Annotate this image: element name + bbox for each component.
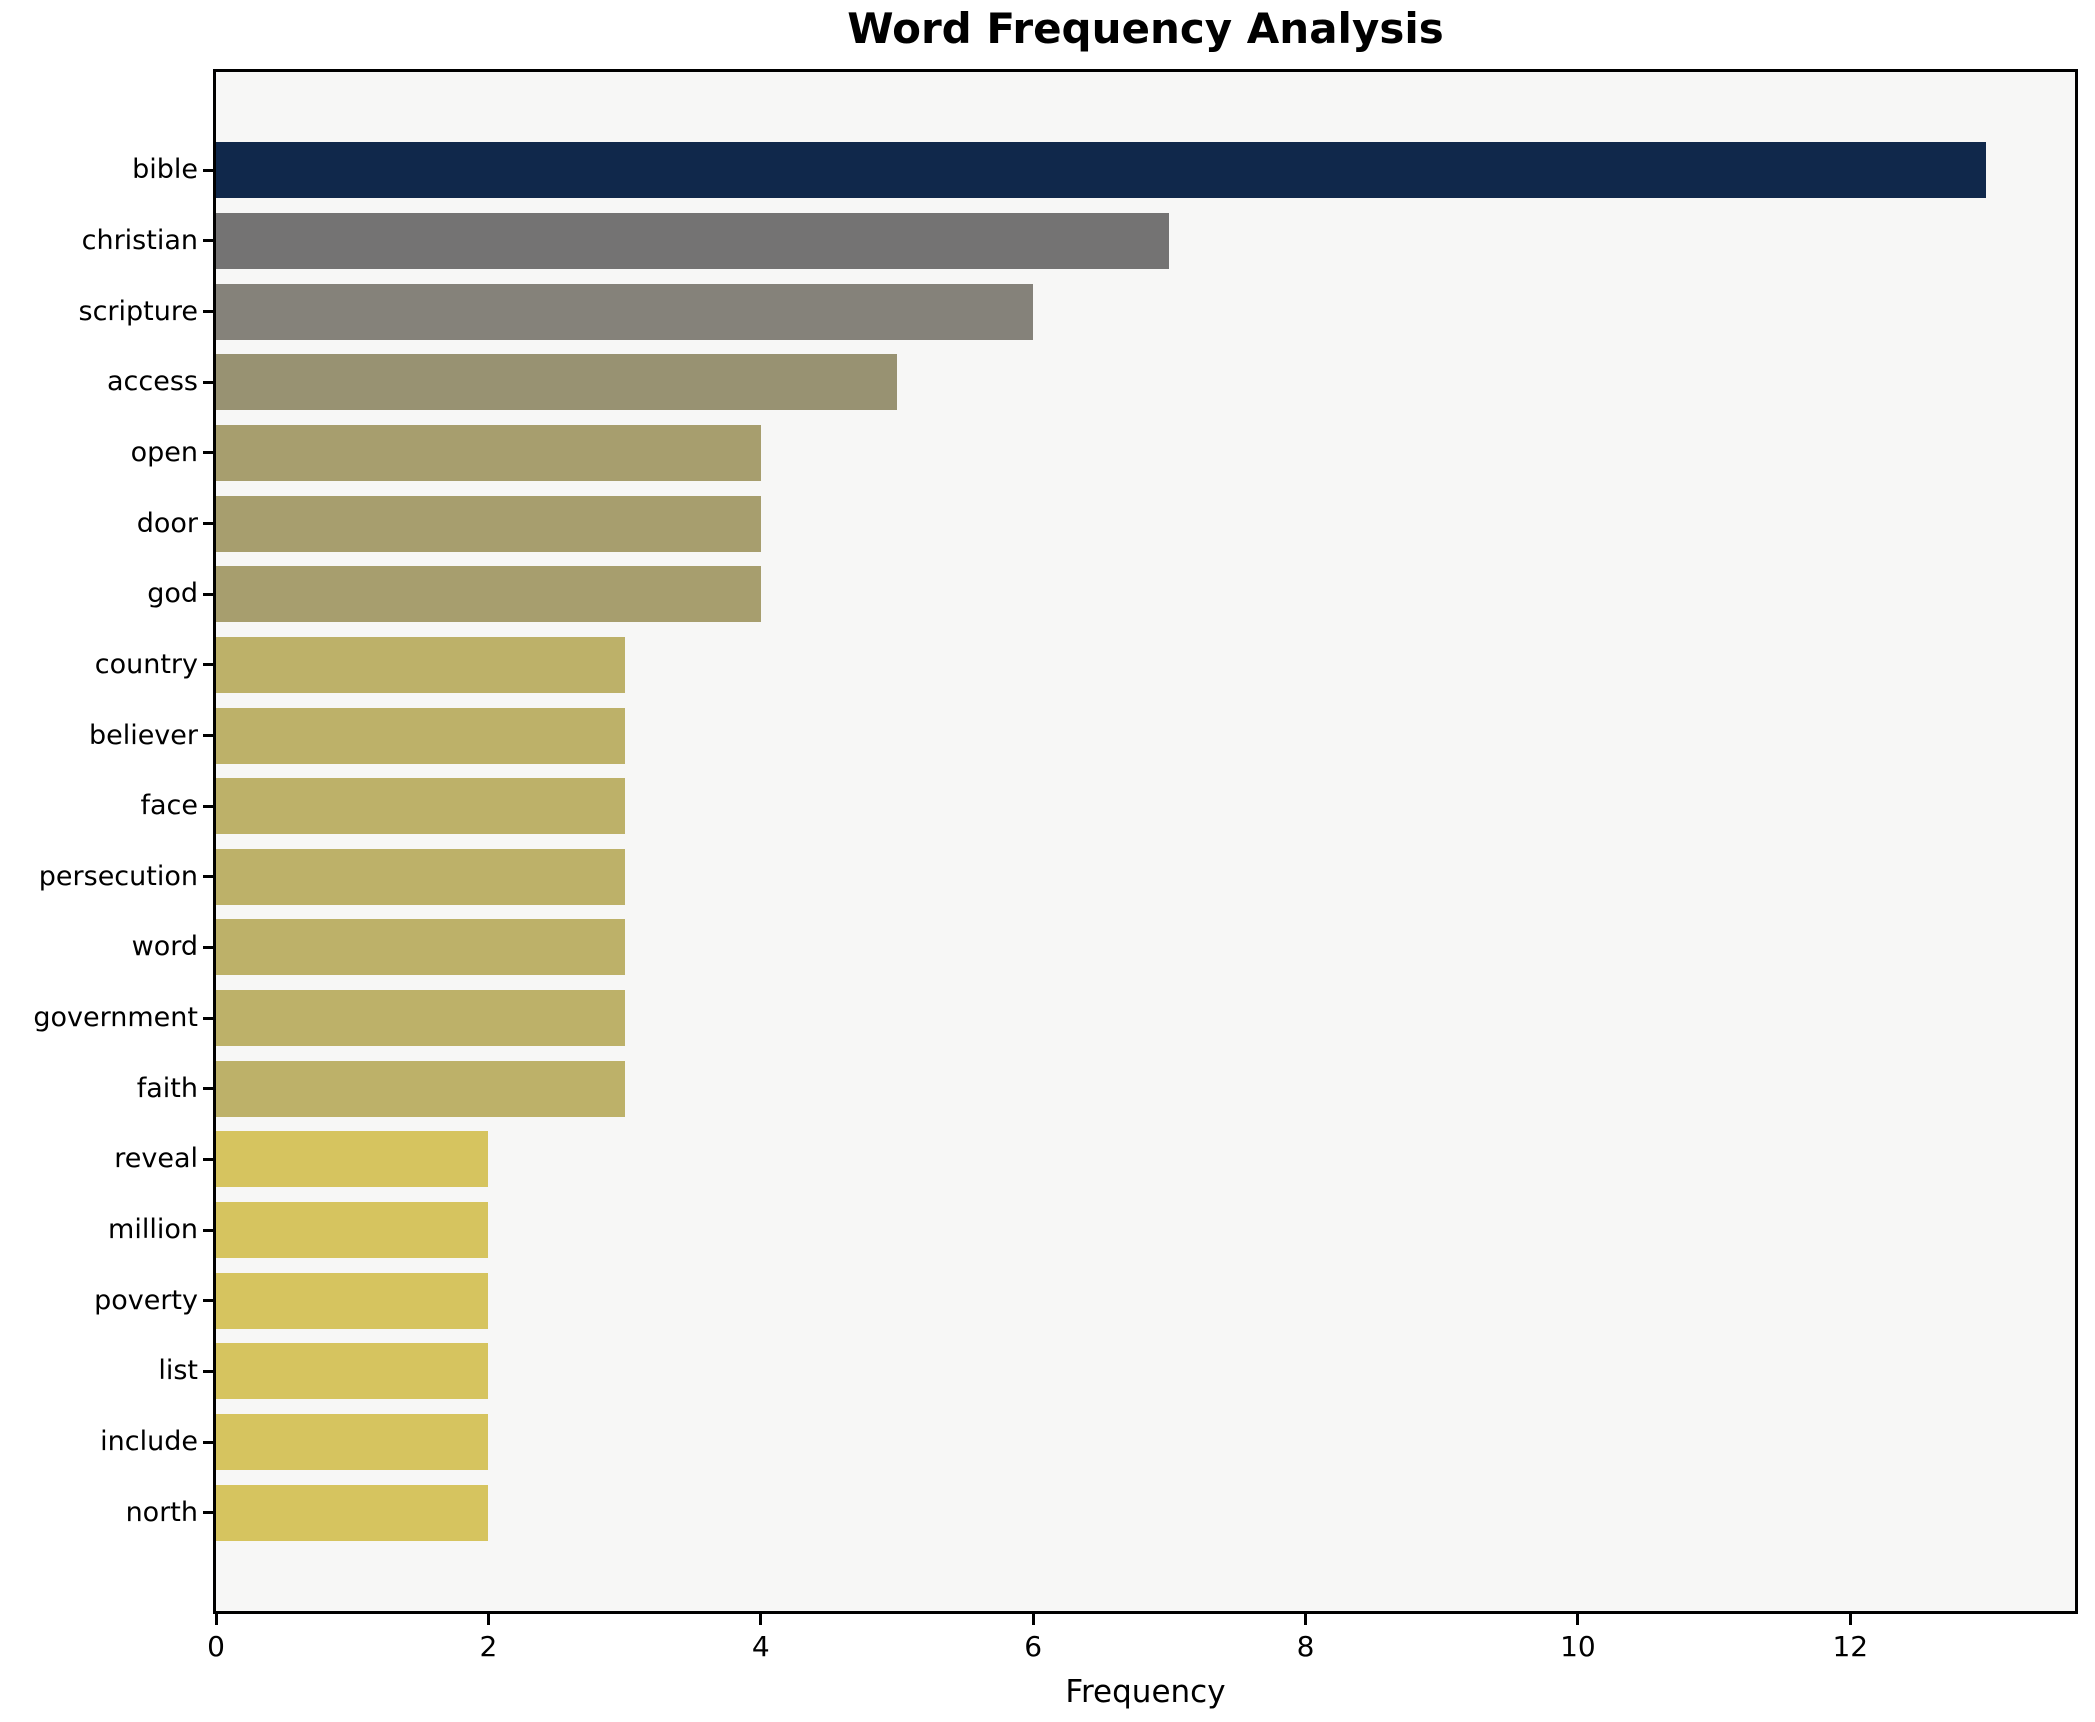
y-tick-mark	[203, 1087, 215, 1091]
y-tick-mark	[203, 1511, 215, 1515]
y-axis-label-god: god	[147, 578, 198, 610]
y-tick-mark	[203, 310, 215, 314]
y-axis-label-scripture: scripture	[78, 295, 198, 327]
bar-reveal	[216, 1131, 489, 1188]
y-tick-mark	[203, 168, 215, 172]
x-tick-mark	[1848, 1611, 1852, 1625]
bar-door	[216, 495, 761, 552]
y-tick-mark	[203, 804, 215, 808]
y-tick-mark	[203, 380, 215, 384]
y-tick-mark	[203, 1228, 215, 1232]
x-tick-mark	[486, 1611, 490, 1625]
y-axis-label-faith: faith	[136, 1072, 198, 1104]
bar-access	[216, 354, 897, 411]
bar-god	[216, 566, 761, 623]
x-tick-mark	[759, 1611, 763, 1625]
bar-face	[216, 778, 625, 835]
bar-bible	[216, 142, 1987, 199]
y-axis-label-access: access	[107, 366, 198, 398]
y-tick-mark	[203, 1440, 215, 1444]
y-axis-label-include: include	[100, 1426, 198, 1458]
bar-open	[216, 424, 761, 481]
bar-government	[216, 990, 625, 1047]
y-tick-mark	[203, 1299, 215, 1303]
y-tick-mark	[203, 945, 215, 949]
bar-north	[216, 1484, 489, 1541]
x-tick-label-12: 12	[1832, 1630, 1869, 1663]
y-tick-mark	[203, 451, 215, 455]
x-axis-title: Frequency	[1065, 1674, 1226, 1710]
y-tick-mark	[203, 875, 215, 879]
y-axis: bible christian scripture access open door god…	[0, 72, 198, 1611]
y-axis-label-north: north	[125, 1496, 198, 1528]
x-tick-label-10: 10	[1560, 1630, 1596, 1663]
y-axis-label-face: face	[140, 790, 198, 822]
x-tick-mark	[1576, 1611, 1580, 1625]
y-axis-label-door: door	[136, 507, 198, 539]
x-tick-label-2: 2	[479, 1630, 498, 1663]
bar-list	[216, 1343, 489, 1400]
y-axis-label-persecution: persecution	[38, 860, 198, 892]
bar-scripture	[216, 283, 1034, 340]
y-tick-mark	[203, 239, 215, 243]
y-axis-label-believer: believer	[88, 719, 198, 751]
bar-include	[216, 1414, 489, 1471]
x-tick-label-4: 4	[751, 1630, 770, 1663]
y-axis-label-poverty: poverty	[94, 1284, 198, 1316]
bar-country	[216, 636, 625, 693]
bar-believer	[216, 707, 625, 764]
x-tick-label-0: 0	[207, 1630, 225, 1663]
y-tick-mark	[203, 522, 215, 526]
y-tick-mark	[203, 1016, 215, 1020]
x-tick-label-8: 8	[1296, 1630, 1315, 1663]
y-tick-mark	[203, 1369, 215, 1373]
y-axis-label-christian: christian	[81, 224, 198, 256]
y-axis-label-bible: bible	[132, 154, 198, 186]
y-axis-label-list: list	[158, 1355, 198, 1387]
y-tick-mark	[203, 592, 215, 596]
chart-title: Word Frequency Analysis	[847, 4, 1444, 53]
y-axis-label-word: word	[131, 931, 198, 963]
y-tick-mark	[203, 663, 215, 667]
bar-persecution	[216, 848, 625, 905]
bar-million	[216, 1202, 489, 1259]
y-tick-mark	[203, 1157, 215, 1161]
y-axis-label-million: million	[108, 1214, 198, 1246]
x-tick-label-6: 6	[1024, 1630, 1043, 1663]
bar-poverty	[216, 1272, 489, 1329]
bar-faith	[216, 1060, 625, 1117]
y-axis-label-government: government	[33, 1002, 198, 1034]
x-tick-mark	[1031, 1611, 1035, 1625]
y-axis-label-open: open	[130, 436, 198, 468]
plot-area	[216, 72, 2075, 1611]
y-axis-label-reveal: reveal	[114, 1143, 198, 1175]
y-tick-mark	[203, 734, 215, 738]
bar-christian	[216, 212, 1170, 269]
bar-word	[216, 919, 625, 976]
x-tick-mark	[214, 1611, 218, 1625]
y-axis-label-country: country	[94, 648, 198, 680]
x-tick-mark	[1304, 1611, 1308, 1625]
